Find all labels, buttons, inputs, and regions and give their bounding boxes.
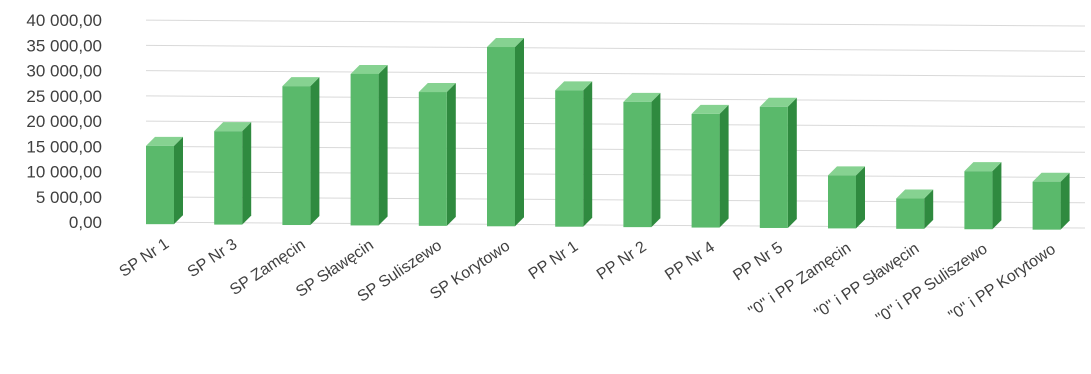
- bar-side: [583, 81, 593, 227]
- category-label: SP Nr 1: [117, 235, 173, 280]
- bar-front: [691, 113, 720, 228]
- bar-top: [555, 81, 593, 91]
- bar-side: [719, 104, 729, 228]
- bar-top: [964, 162, 1002, 172]
- category-label: SP Nr 3: [185, 236, 241, 281]
- bar-front: [1032, 181, 1061, 230]
- bar-top: [418, 83, 456, 93]
- bar-side: [787, 97, 797, 228]
- bar-side: [924, 189, 934, 229]
- bar-front: [214, 131, 243, 225]
- bar-front: [623, 101, 652, 228]
- bar-side: [992, 162, 1002, 230]
- category-label: PP Nr 4: [662, 239, 718, 284]
- bar-side: [515, 38, 524, 227]
- y-tick-label: 10 000,00: [26, 163, 102, 182]
- y-tick-label: 30 000,00: [26, 62, 102, 81]
- bar: [964, 162, 1002, 230]
- bar-side: [446, 83, 456, 226]
- bar-top: [759, 97, 797, 107]
- bar-front: [146, 145, 174, 225]
- category-label: "0" i PP Suliszewo: [873, 240, 991, 327]
- y-tick-label: 0,00: [69, 213, 102, 232]
- bar-top: [691, 104, 729, 114]
- bar: [896, 189, 934, 229]
- bar-top: [896, 189, 934, 199]
- bar: [623, 92, 661, 228]
- bar-top: [1032, 172, 1070, 182]
- bar-side: [310, 77, 320, 226]
- bar-top: [623, 92, 661, 102]
- gridline: [145, 44, 1086, 52]
- bar-front: [350, 73, 379, 226]
- y-tick-label: 25 000,00: [26, 87, 102, 106]
- bar: [418, 83, 456, 226]
- bar: [1032, 172, 1070, 230]
- bar-top: [214, 122, 252, 132]
- bar-side: [856, 166, 865, 229]
- bar-top: [828, 166, 865, 176]
- category-label: PP Nr 1: [526, 238, 582, 283]
- bar-front: [964, 171, 993, 230]
- y-axis-tick-labels: 0,00 5 000,00 10 000,00 15 000,00 20 000,00 2…: [26, 11, 102, 232]
- bar-top: [350, 64, 388, 74]
- bar: [828, 166, 865, 229]
- bar-top: [487, 38, 524, 48]
- bar-side: [378, 64, 388, 226]
- bar-front: [487, 47, 515, 227]
- bar: [759, 97, 797, 228]
- bar-front: [418, 92, 447, 226]
- bar-top: [282, 77, 320, 87]
- bar-front: [282, 86, 311, 226]
- y-tick-label: 15 000,00: [26, 137, 102, 156]
- bar-front: [896, 198, 925, 229]
- bar: [555, 81, 593, 227]
- bar-side: [242, 122, 252, 225]
- bars: [146, 38, 1070, 230]
- category-label: PP Nr 5: [730, 239, 786, 284]
- category-label: PP Nr 2: [594, 238, 650, 283]
- y-tick-label: 35 000,00: [26, 36, 102, 55]
- gridline: [145, 70, 1086, 77]
- y-tick-label: 5 000,00: [36, 188, 102, 207]
- bar-top: [146, 136, 183, 146]
- bar: [146, 136, 183, 225]
- bar: [691, 104, 729, 228]
- bar: [282, 77, 320, 226]
- bar-front: [828, 175, 856, 229]
- bar: [214, 122, 252, 225]
- bar-front: [555, 90, 584, 227]
- bar-side: [174, 136, 183, 225]
- bar: [487, 38, 524, 227]
- bar-side: [651, 92, 661, 228]
- bar-front: [759, 106, 788, 228]
- bar: [350, 64, 388, 226]
- bar-side: [1060, 172, 1070, 230]
- y-tick-label: 40 000,00: [26, 11, 102, 30]
- y-tick-label: 20 000,00: [26, 112, 102, 131]
- gridline: [145, 19, 1086, 27]
